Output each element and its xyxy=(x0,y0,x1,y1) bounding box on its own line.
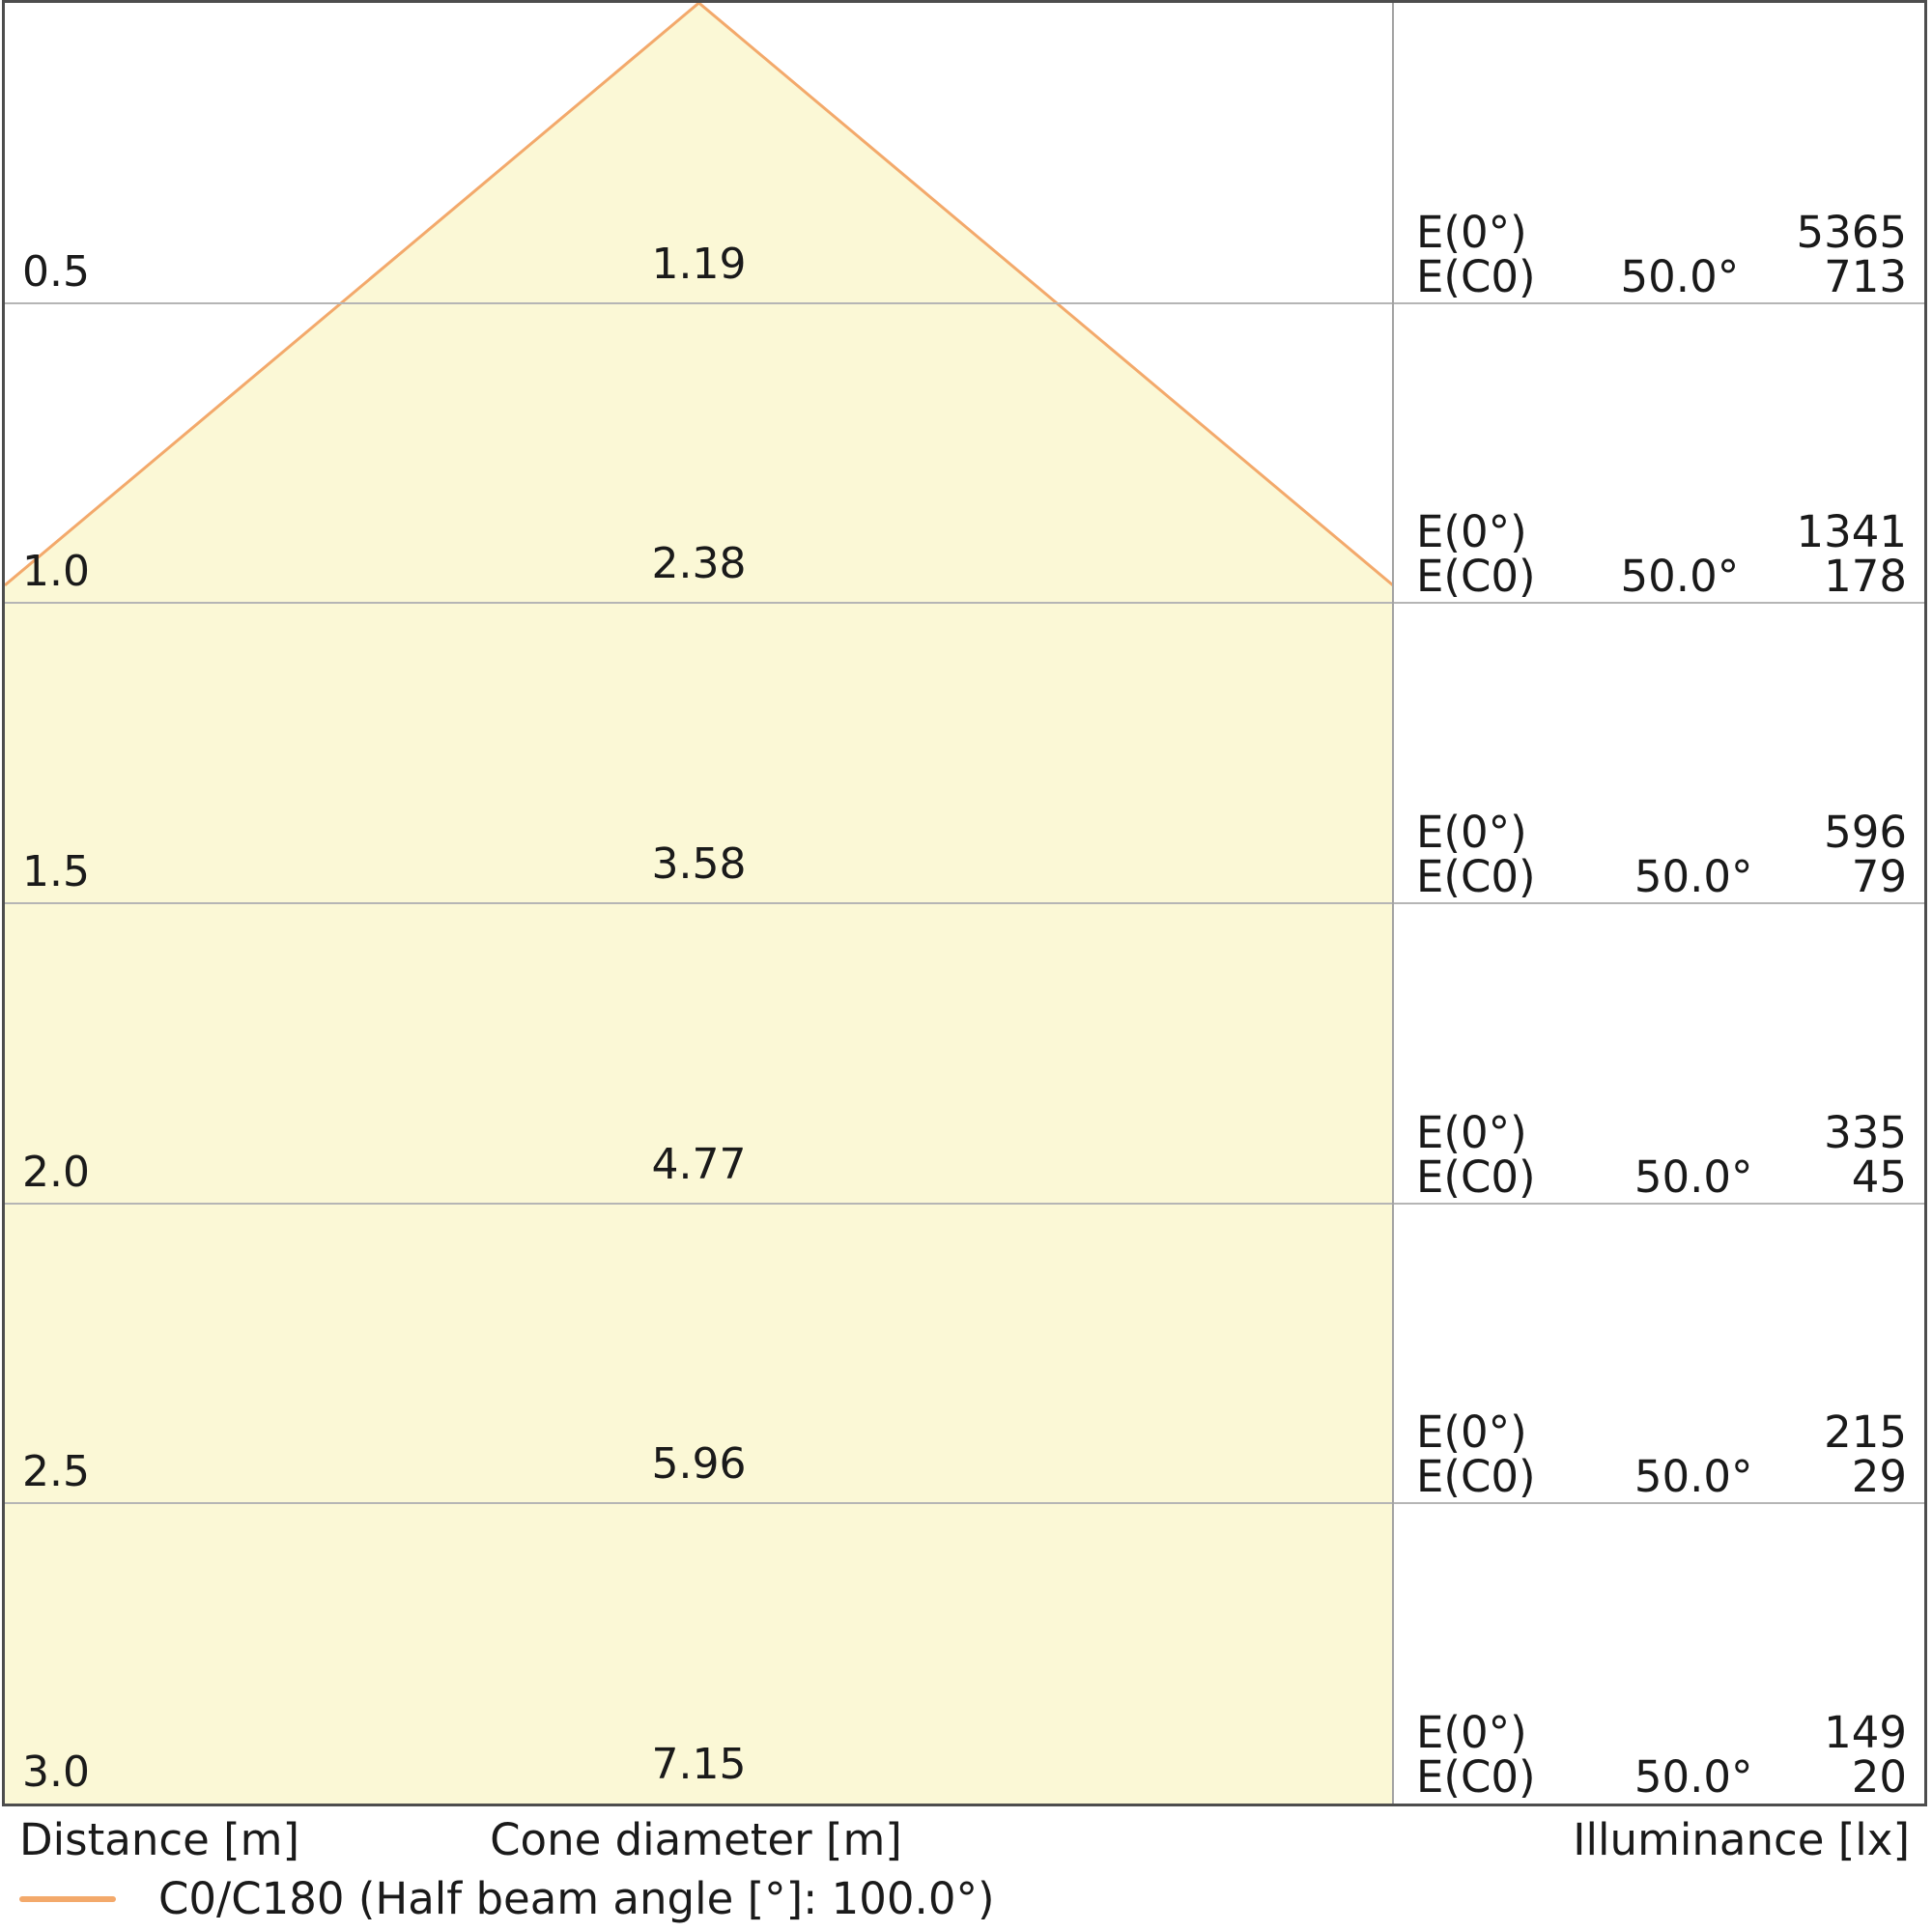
illuminance-row: E(0°) 149 E(C0) 50.0° 20 xyxy=(1393,1711,1924,1800)
illuminance-row: E(0°) 335 E(C0) 50.0° 45 xyxy=(1393,1106,1924,1203)
ec0-value: 178 xyxy=(1824,551,1907,603)
illuminance-row: E(0°) 215 E(C0) 50.0° 29 xyxy=(1393,1410,1924,1499)
ec0-line: E(C0) 50.0° 45 xyxy=(1416,1151,1907,1203)
illuminance-row: E(0°) 596 E(C0) 50.0° 79 xyxy=(1393,810,1924,899)
ec0-value: 20 xyxy=(1851,1751,1907,1803)
ec0-angle: 50.0° xyxy=(1634,851,1753,902)
panel-divider xyxy=(1392,3,1394,1804)
ec0-angle: 50.0° xyxy=(1634,1451,1753,1503)
x-axis-label-distance: Distance [m] xyxy=(19,1814,300,1865)
distance-gridline xyxy=(5,902,1924,904)
e0-line: E(0°) 596 xyxy=(1416,810,1907,855)
cone-diameter-value: 2.38 xyxy=(651,539,747,589)
distance-tick-label: 3.0 xyxy=(22,1747,90,1797)
e0-line: E(0°) 1341 xyxy=(1416,510,1907,554)
ec0-line: E(C0) 50.0° 29 xyxy=(1416,1455,1907,1499)
legend-series-label: C0/C180 (Half beam angle [°]: 100.0°) xyxy=(158,1873,995,1924)
e0-line: E(0°) 149 xyxy=(1416,1711,1907,1755)
e0-label: E(0°) xyxy=(1416,506,1527,558)
axis-label-row: Distance [m] Cone diameter [m] Illuminan… xyxy=(2,1816,1927,1866)
e0-value: 5365 xyxy=(1796,206,1907,258)
cone-edge-right xyxy=(697,3,1394,587)
cone-edge-left xyxy=(5,3,700,587)
ec0-line: E(C0) 50.0° 79 xyxy=(1416,855,1907,899)
e0-value: 149 xyxy=(1824,1707,1907,1758)
e0-value: 1341 xyxy=(1796,506,1907,558)
e0-line: E(0°) 5365 xyxy=(1416,206,1907,258)
distance-tick-label: 1.0 xyxy=(22,547,90,597)
e0-value: 335 xyxy=(1824,1106,1907,1158)
distance-gridline xyxy=(5,1502,1924,1505)
legend: C0/C180 (Half beam angle [°]: 100.0°) xyxy=(19,1872,995,1926)
ec0-angle: 50.0° xyxy=(1634,1151,1753,1203)
distance-tick-label: 1.5 xyxy=(22,847,90,896)
e0-value: 596 xyxy=(1824,807,1907,858)
e0-line: E(0°) 215 xyxy=(1416,1410,1907,1455)
cone-diameter-value: 3.58 xyxy=(651,839,747,889)
ec0-line: E(C0) 50.0° 713 xyxy=(1416,250,1907,302)
distance-gridline xyxy=(5,301,1924,304)
ec0-angle: 50.0° xyxy=(1620,551,1740,603)
distance-tick-label: 0.5 xyxy=(22,246,90,297)
e0-label: E(0°) xyxy=(1416,1707,1527,1758)
e0-label: E(0°) xyxy=(1416,1406,1527,1459)
ec0-label: E(C0) xyxy=(1416,1451,1536,1503)
e0-line: E(0°) 335 xyxy=(1416,1106,1907,1158)
e0-value: 215 xyxy=(1824,1406,1907,1459)
cone-diameter-value: 1.19 xyxy=(651,239,747,289)
ec0-label: E(C0) xyxy=(1416,551,1536,603)
distance-tick-label: 2.5 xyxy=(22,1447,90,1497)
e0-label: E(0°) xyxy=(1416,206,1527,258)
ec0-label: E(C0) xyxy=(1416,1751,1536,1803)
ec0-line: E(C0) 50.0° 178 xyxy=(1416,554,1907,599)
cone-diameter-value: 5.96 xyxy=(651,1439,747,1490)
illuminance-row: E(0°) 1341 E(C0) 50.0° 178 xyxy=(1393,510,1924,599)
ec0-line: E(C0) 50.0° 20 xyxy=(1416,1755,1907,1800)
e0-label: E(0°) xyxy=(1416,807,1527,858)
ec0-label: E(C0) xyxy=(1416,851,1536,902)
distance-gridline xyxy=(5,602,1924,605)
axis-label-illuminance: Illuminance [lx] xyxy=(1573,1814,1910,1865)
chart-frame: 0.5 1.19 E(0°) 5365 E(C0) 50.0° 713 1.0 2.38 E(0°… xyxy=(2,0,1927,1806)
cone-diameter-value: 4.77 xyxy=(651,1139,747,1189)
e0-label: E(0°) xyxy=(1416,1106,1527,1158)
ec0-value: 79 xyxy=(1851,851,1907,902)
ec0-value: 713 xyxy=(1824,250,1907,302)
distance-tick-label: 2.0 xyxy=(22,1147,90,1197)
illuminance-row: E(0°) 5365 E(C0) 50.0° 713 xyxy=(1393,206,1924,302)
chart-plot-area: 0.5 1.19 E(0°) 5365 E(C0) 50.0° 713 1.0 2.38 E(0°… xyxy=(5,3,1924,1804)
ec0-value: 29 xyxy=(1851,1451,1907,1503)
distance-gridline xyxy=(5,1202,1924,1205)
ec0-angle: 50.0° xyxy=(1620,250,1740,302)
ec0-label: E(C0) xyxy=(1416,250,1536,302)
ec0-label: E(C0) xyxy=(1416,1151,1536,1203)
ec0-value: 45 xyxy=(1851,1151,1907,1203)
ec0-angle: 50.0° xyxy=(1634,1751,1753,1803)
legend-line-swatch xyxy=(19,1896,116,1902)
axis-label-cone-diameter: Cone diameter [m] xyxy=(490,1814,902,1865)
cone-diameter-value: 7.15 xyxy=(651,1740,747,1789)
